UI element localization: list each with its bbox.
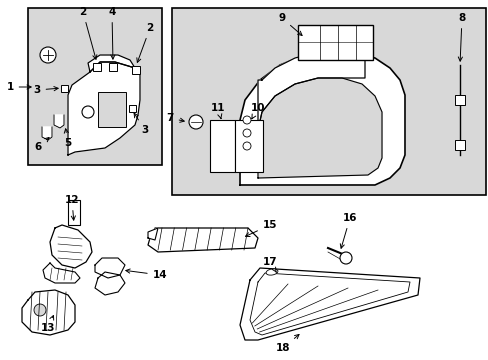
Bar [93,63,101,71]
Circle shape [243,142,250,150]
Bar [297,25,372,60]
Polygon shape [148,228,158,240]
Bar [209,120,235,172]
Circle shape [339,252,351,264]
Text: 4: 4 [108,7,116,59]
Bar [454,140,464,150]
Text: 18: 18 [275,334,299,353]
Polygon shape [43,263,80,283]
Bar [28,8,162,165]
Polygon shape [95,258,125,278]
Bar [235,120,263,172]
Text: 8: 8 [457,13,465,61]
Polygon shape [68,62,140,155]
Polygon shape [258,78,381,178]
Bar [172,8,485,195]
Text: 11: 11 [210,103,225,119]
Text: 14: 14 [125,269,167,280]
Polygon shape [22,290,75,335]
Polygon shape [249,273,409,335]
Polygon shape [88,55,135,72]
Text: 10: 10 [250,103,264,119]
Polygon shape [240,268,419,340]
Circle shape [34,304,46,316]
Text: 2: 2 [137,23,153,62]
Text: 9: 9 [278,13,302,36]
Polygon shape [54,115,64,128]
Text: 15: 15 [245,220,277,237]
Text: 3: 3 [134,113,148,135]
Bar [98,92,126,127]
Polygon shape [50,225,92,268]
Text: 2: 2 [79,7,97,59]
Bar [109,63,117,71]
Circle shape [243,116,250,124]
Circle shape [243,129,250,137]
Polygon shape [148,228,258,252]
Bar [68,200,80,225]
Text: 5: 5 [64,129,71,148]
Bar [61,85,68,92]
Text: 1: 1 [6,82,31,92]
Circle shape [189,115,203,129]
Bar [132,66,140,74]
Polygon shape [240,52,404,185]
Text: 17: 17 [262,257,277,272]
Text: 6: 6 [34,138,49,152]
Text: 7: 7 [166,113,184,123]
Ellipse shape [265,269,277,275]
Polygon shape [95,272,125,295]
Text: 13: 13 [41,315,55,333]
Circle shape [82,106,94,118]
Polygon shape [258,52,364,130]
Bar [454,95,464,105]
Text: 12: 12 [64,195,79,220]
Polygon shape [42,127,52,140]
Bar [129,105,136,112]
Text: 16: 16 [340,213,357,248]
Text: 3: 3 [33,85,58,95]
Circle shape [40,47,56,63]
